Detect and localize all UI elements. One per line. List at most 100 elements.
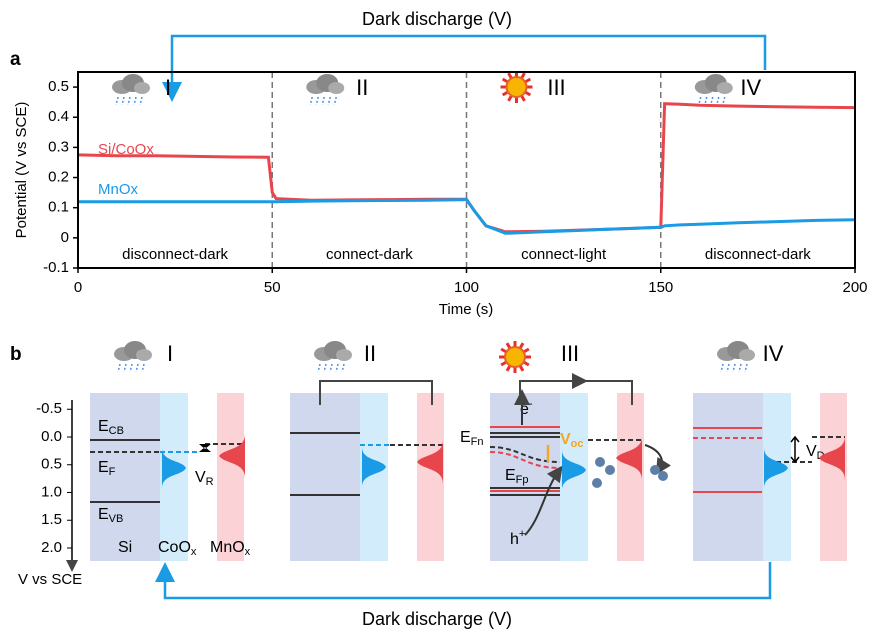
- arrow: [199, 444, 211, 452]
- y-tick-label: 0: [61, 229, 69, 246]
- y-tick-label: 2.0: [41, 539, 62, 556]
- phase-numeral: II: [356, 75, 368, 100]
- weather-icon: [322, 97, 324, 105]
- ion-arrow: [645, 445, 662, 468]
- si-layer: [290, 393, 360, 561]
- weather-icon: [140, 97, 142, 105]
- y-tick-label: -0.1: [43, 259, 69, 276]
- x-tick-label: 150: [648, 279, 673, 296]
- panel-label: b: [10, 344, 22, 365]
- si-layer: [693, 393, 763, 561]
- weather-icon: [142, 364, 144, 372]
- weather-icon: [342, 364, 344, 372]
- y-tick-label: 0.0: [41, 428, 62, 445]
- weather-icon: [134, 82, 150, 94]
- discharge-arrow: [172, 36, 765, 92]
- weather-icon: [324, 364, 326, 372]
- chart-a: -0.1 0 0.1 0.2 0.3 0.4 0.5 0 50 100 150 200 disconne…: [43, 71, 867, 296]
- phase-numeral: I: [165, 75, 171, 100]
- panel-numeral: II: [364, 341, 376, 366]
- mnox-layer: [820, 393, 847, 561]
- weather-icon: [733, 364, 735, 372]
- material-label: CoOx: [158, 539, 197, 558]
- phase-label: connect-light: [521, 246, 607, 263]
- weather-icon: [318, 364, 320, 372]
- phase-label: disconnect-dark: [122, 246, 228, 263]
- weather-icon: [316, 97, 318, 105]
- series-label: MnOx: [98, 181, 139, 198]
- mnox-layer: [617, 393, 644, 561]
- weather-icon: [711, 97, 713, 105]
- band-label: EFn: [460, 429, 484, 448]
- weather-icon: [124, 364, 126, 372]
- ion: [595, 457, 605, 467]
- weather-icon: [705, 97, 707, 105]
- weather-icon: [116, 97, 118, 105]
- x-axis-label: Time (s): [439, 301, 493, 318]
- discharge-arrow: [165, 562, 770, 598]
- weather-icon: [717, 97, 719, 105]
- x-tick-label: 0: [74, 279, 82, 296]
- mnox-layer: [417, 393, 444, 561]
- material-label: MnOx: [210, 539, 251, 558]
- axis-label: V vs SCE: [18, 571, 82, 588]
- weather-icon: [717, 82, 733, 94]
- weather-icon: [328, 82, 344, 94]
- y-tick-label: 0.1: [48, 199, 69, 216]
- weather-icon: [721, 364, 723, 372]
- panel-label: a: [10, 49, 21, 70]
- panel-numeral: III: [561, 341, 579, 366]
- weather-icon: [328, 97, 330, 105]
- ion: [650, 465, 660, 475]
- plot-frame: [78, 72, 855, 268]
- phase-label: connect-dark: [326, 246, 413, 263]
- y-tick-label: 1.0: [41, 483, 62, 500]
- weather-icon: [134, 97, 136, 105]
- arrow-label: Dark discharge (V): [362, 9, 512, 29]
- y-tick-label: 0.2: [48, 169, 69, 186]
- arrow-label: Dark discharge (V): [362, 609, 512, 629]
- weather-icon: [739, 364, 741, 372]
- weather-icon: [130, 364, 132, 372]
- figure: Dark discharge (V) Dark discharge (V) a …: [0, 0, 875, 633]
- weather-icon: [723, 97, 725, 105]
- series-label: Si/CoOx: [98, 141, 154, 158]
- weather-icon: [745, 364, 747, 372]
- y-tick-label: 0.3: [48, 138, 69, 155]
- band-label: VR: [195, 469, 214, 488]
- y-tick-label: 1.5: [41, 511, 62, 528]
- y-tick-label: -0.5: [36, 400, 62, 417]
- weather-icon: [128, 97, 130, 105]
- ion: [592, 478, 602, 488]
- phase-label: disconnect-dark: [705, 246, 811, 263]
- phase-numeral: III: [547, 75, 565, 100]
- material-label: Si: [118, 539, 132, 556]
- weather-icon: [505, 347, 525, 367]
- x-tick-label: 100: [454, 279, 479, 296]
- ion: [605, 465, 615, 475]
- phase-numeral: IV: [740, 75, 761, 100]
- weather-icon: [507, 77, 527, 97]
- panel-numeral: IV: [763, 341, 784, 366]
- weather-icon: [118, 364, 120, 372]
- x-tick-label: 50: [264, 279, 281, 296]
- weather-icon: [334, 97, 336, 105]
- weather-icon: [136, 364, 138, 372]
- x-tick-label: 200: [842, 279, 867, 296]
- weather-icon: [310, 97, 312, 105]
- weather-icon: [122, 97, 124, 105]
- y-axis-label: Potential (V vs SCE): [13, 102, 30, 239]
- arrow: [791, 437, 799, 462]
- y-tick-label: 0.4: [48, 108, 69, 125]
- weather-icon: [727, 364, 729, 372]
- weather-icon: [739, 349, 755, 361]
- y-tick-label: 0.5: [41, 456, 62, 473]
- diagram-b: V vs SCE ECB EF EVB VR Si CoOx MnOx EFn …: [18, 341, 847, 588]
- panel-numeral: I: [167, 341, 173, 366]
- weather-icon: [336, 349, 352, 361]
- weather-icon: [330, 364, 332, 372]
- mnox-layer: [217, 393, 244, 561]
- weather-icon: [336, 364, 338, 372]
- ion: [658, 471, 668, 481]
- y-tick-label: 0.5: [48, 78, 69, 95]
